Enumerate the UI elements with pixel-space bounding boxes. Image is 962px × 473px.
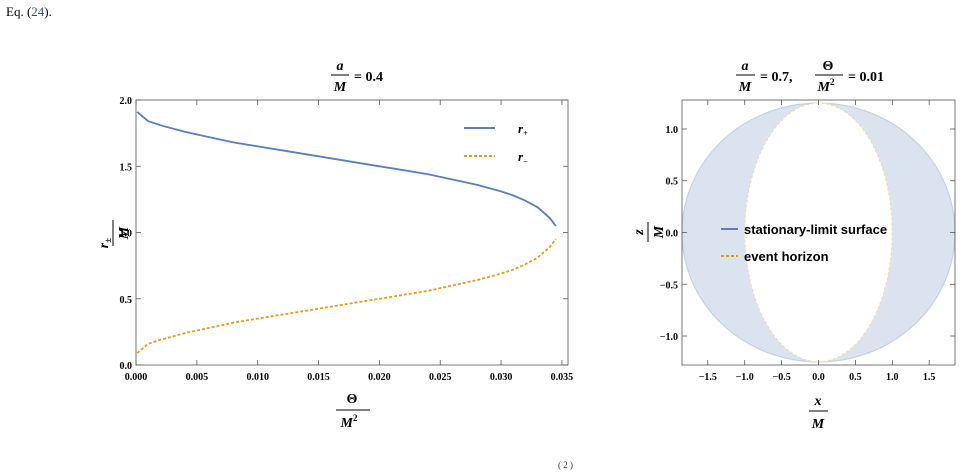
left-series [136, 111, 557, 354]
right-title-a-den: M [738, 80, 752, 95]
right-y-tick-label: 1.0 [666, 125, 679, 136]
right-y-tick-label: −0.5 [660, 280, 678, 291]
right-ylabel-num: z [632, 229, 647, 236]
right-ylabel: z M [632, 222, 667, 242]
left-xlabel-den: M2 [340, 413, 358, 431]
left-y-tick-label: 1.0 [120, 229, 133, 240]
series-line-r-plus [136, 111, 557, 227]
ergoregion-fill [682, 103, 955, 362]
right-xlabel-den: M [811, 417, 825, 432]
right-ylabel-den: M [652, 225, 667, 239]
right-title-theta-rest: = 0.01 [848, 70, 884, 85]
right-y-tick-label: −1.0 [660, 332, 678, 343]
left-ylabel-den: M [117, 226, 132, 240]
left-x-tick-label: 0.025 [429, 372, 452, 383]
right-chart: a M = 0.7, Θ M2 = 0.01 −1.5 −1.0 −0.5 0.0 0.… [632, 59, 956, 432]
right-x-tick-label: 1.5 [923, 372, 936, 383]
left-title-den: M [333, 80, 347, 95]
right-xlabel: x M [809, 394, 828, 432]
right-chart-title: a M = 0.7, Θ M2 = 0.01 [736, 59, 884, 95]
right-x-tick-label: −1.0 [736, 372, 754, 383]
series-line-r-minus [136, 238, 557, 354]
legend-label-r-plus: r+ [518, 121, 528, 138]
left-x-tick-label: 0.020 [368, 372, 391, 383]
right-y-tick-label: 0.5 [666, 177, 679, 188]
left-x-tick-label: 0.010 [246, 372, 269, 383]
left-axis-ticks: 0.000 0.005 0.010 0.015 0.020 0.025 0.030 0.035… [120, 96, 574, 383]
equation-link[interactable]: 24 [31, 4, 45, 19]
right-y-tick-label: 0.0 [666, 229, 679, 240]
left-ylabel: r± M [97, 220, 132, 248]
right-axis-ticks: −1.5 −1.0 −0.5 0.0 0.5 1.0 1.5 −1.0 −0.5 0.0 0.5 1.… [660, 100, 955, 383]
left-y-tick-label: 1.5 [120, 162, 133, 173]
left-chart-title: a M = 0.4 [331, 59, 383, 95]
left-plot-frame [135, 99, 569, 366]
right-shapes [681, 102, 956, 363]
left-x-tick-label: 0.035 [551, 372, 574, 383]
right-title-a-num: a [742, 59, 749, 74]
left-x-tick-label: 0.000 [125, 372, 148, 383]
right-x-tick-label: 0.0 [812, 372, 825, 383]
equation-reference: Eq. (24). [6, 4, 52, 19]
left-x-tick-label: 0.015 [307, 372, 330, 383]
left-legend: r+ r− [464, 121, 528, 166]
left-xlabel-num: Θ [347, 392, 358, 407]
left-title-rest: = 0.4 [354, 70, 383, 85]
left-y-tick-label: 0.0 [120, 361, 133, 372]
left-y-tick-label: 2.0 [120, 96, 133, 107]
left-xlabel: Θ M2 [336, 392, 370, 431]
left-title-num: a [337, 59, 344, 74]
right-title-theta-den: M2 [817, 77, 835, 95]
right-x-tick-label: −1.5 [699, 372, 717, 383]
right-title-a-rest: = 0.7, [760, 70, 792, 85]
legend-label-stationary-limit: stationary-limit surface [744, 222, 887, 237]
legend-label-r-minus: r− [518, 149, 528, 166]
right-x-tick-label: 0.5 [849, 372, 862, 383]
caption-fragment: ( 2 ) [558, 460, 573, 470]
right-legend: stationary-limit surface event horizon [721, 222, 887, 264]
right-x-tick-label: 1.0 [886, 372, 899, 383]
left-ylabel-num: r± [97, 238, 113, 248]
left-y-tick-label: 0.5 [120, 295, 133, 306]
right-title-theta-num: Θ [823, 59, 834, 74]
left-x-tick-label: 0.030 [490, 372, 513, 383]
left-x-tick-label: 0.005 [186, 372, 209, 383]
legend-label-event-horizon: event horizon [744, 249, 829, 264]
left-chart: a M = 0.4 0.000 0.005 0.010 0.015 0.020 0.025… [97, 59, 573, 431]
right-xlabel-num: x [814, 394, 822, 409]
right-x-tick-label: −0.5 [773, 372, 791, 383]
